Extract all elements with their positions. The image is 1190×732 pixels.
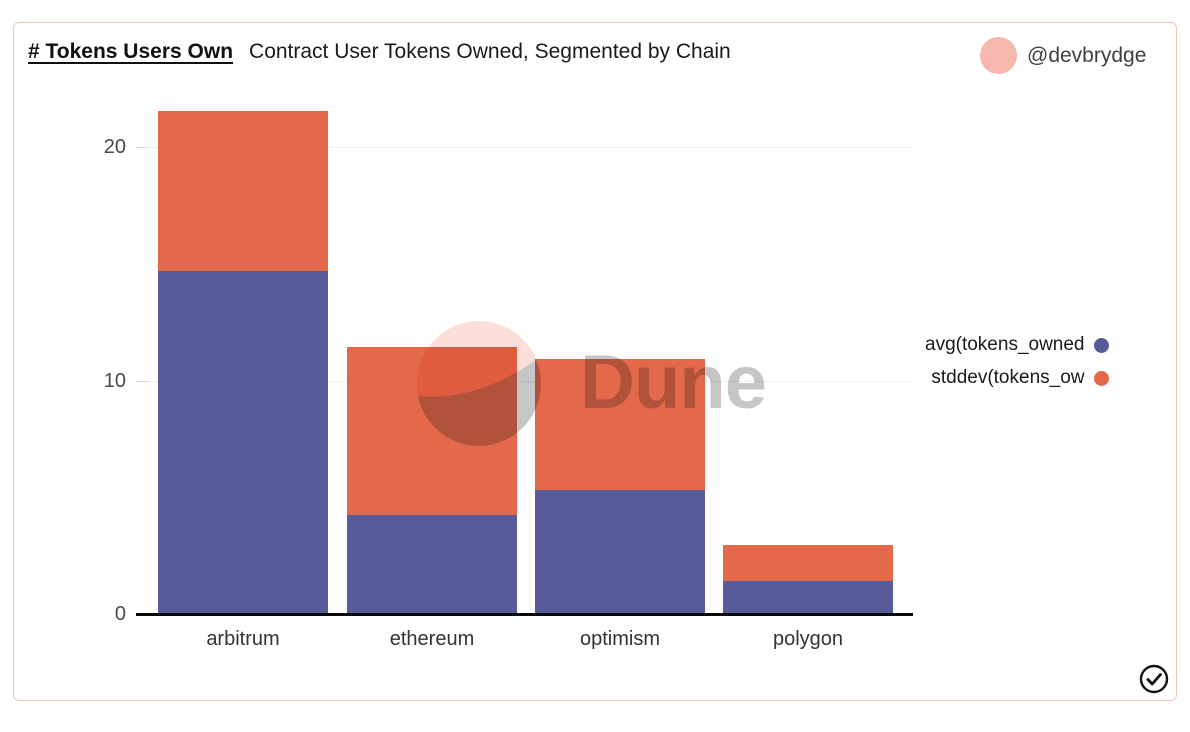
x-axis-label-ethereum: ethereum <box>389 628 475 650</box>
author-avatar[interactable] <box>980 37 1017 74</box>
author-block: @devbrydge <box>980 37 1146 74</box>
legend-color-dot <box>1093 370 1109 386</box>
bar-segment-polygon-avg[interactable] <box>723 581 893 614</box>
author-handle-link[interactable]: @devbrydge <box>1027 43 1147 67</box>
gridline <box>138 147 913 148</box>
legend-label: avg(tokens_owned <box>925 334 1085 355</box>
legend-color-dot <box>1093 337 1109 353</box>
chart-subtitle: Contract User Tokens Owned, Segmented by… <box>249 40 731 63</box>
chart-title-link[interactable]: # Tokens Users Own <box>28 40 234 63</box>
y-axis-tick-label: 20 <box>103 136 126 158</box>
chart-header: # Tokens Users Own Contract User Tokens … <box>28 40 731 64</box>
bar-segment-polygon-stddev[interactable] <box>723 545 893 582</box>
x-axis-label-arbitrum: arbitrum <box>206 628 280 650</box>
y-tick-mark <box>136 380 148 382</box>
x-axis-label-optimism: optimism <box>579 628 660 650</box>
x-axis-line <box>136 613 913 616</box>
y-tick-mark <box>136 147 148 148</box>
bar-segment-ethereum-stddev[interactable] <box>347 346 517 515</box>
bar-segment-arbitrum-avg[interactable] <box>158 270 328 614</box>
legend-item-stddev[interactable]: stddev(tokens_ow <box>931 367 1109 389</box>
bar-segment-ethereum-avg[interactable] <box>347 514 517 614</box>
bar-segment-optimism-stddev[interactable] <box>535 359 705 491</box>
success-check-icon <box>1139 664 1169 694</box>
bar-segment-optimism-avg[interactable] <box>535 490 705 614</box>
legend: avg(tokens_owned stddev(tokens_ow <box>925 334 1109 389</box>
legend-label: stddev(tokens_ow <box>931 367 1085 388</box>
legend-item-avg[interactable]: avg(tokens_owned <box>925 334 1109 356</box>
bar-segment-arbitrum-stddev[interactable] <box>158 110 328 271</box>
y-axis-tick-label: 0 <box>114 603 126 625</box>
y-axis-tick-label: 10 <box>103 369 126 392</box>
x-axis-label-polygon: polygon <box>772 628 844 650</box>
